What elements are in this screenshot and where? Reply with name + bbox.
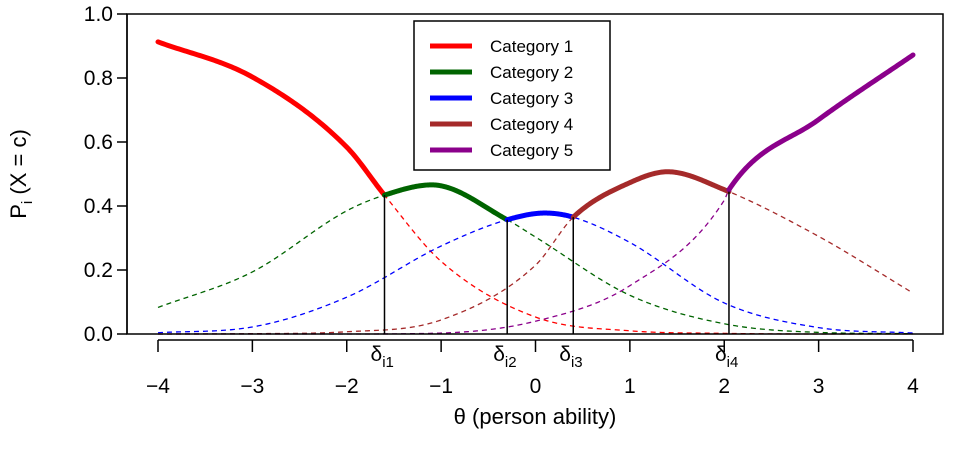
y-axis: 0.0 0.2 0.4 0.6 0.8 1.0 [84, 3, 128, 346]
y-tick-label: 0.0 [84, 323, 113, 346]
legend-label: Category 5 [490, 141, 573, 160]
threshold-label: δi2 [493, 343, 516, 371]
threshold-symbol: δ [715, 343, 727, 366]
x-tick-label: 3 [813, 375, 825, 398]
x-axis: −4 −3 −2 −1 0 1 2 3 4 [146, 339, 919, 398]
threshold-subscript: i1 [382, 354, 394, 371]
y-axis-label-main: P [6, 204, 31, 219]
y-axis-label: Pi (X = c) [6, 129, 36, 219]
dashed-curve-category-3 [157, 212, 914, 334]
x-tick-label: −1 [429, 375, 453, 398]
threshold-label: δi3 [559, 343, 582, 371]
y-axis-label-rest: (X = c) [6, 129, 31, 201]
dashed-curve-category-2 [157, 184, 914, 335]
y-tick-label: 0.8 [84, 67, 113, 90]
x-tick-label: 0 [530, 375, 542, 398]
x-tick-label: −3 [240, 375, 264, 398]
x-tick-label: 4 [907, 375, 919, 398]
x-tick-label: −2 [335, 375, 359, 398]
threshold-symbol: δ [371, 343, 383, 366]
legend-label: Category 4 [490, 115, 573, 134]
threshold-label: δi1 [371, 343, 394, 371]
threshold-symbol: δ [493, 343, 505, 366]
dashed-curve-category-4 [157, 171, 914, 335]
bold-curve-category-3 [504, 210, 576, 223]
threshold-label: δi4 [715, 343, 738, 371]
dashed-curve-category-5 [158, 54, 914, 335]
y-axis-label-sub: i [19, 201, 36, 204]
threshold-subscript: i4 [727, 354, 739, 371]
bold-curve-category-5 [726, 52, 916, 193]
legend-label: Category 2 [490, 63, 573, 82]
bold-curve-category-4 [570, 169, 732, 220]
y-tick-label: 0.2 [84, 259, 113, 282]
legend-label: Category 3 [490, 89, 573, 108]
legend-label: Category 1 [490, 37, 573, 56]
x-tick-label: 2 [718, 375, 730, 398]
threshold-subscript: i2 [505, 354, 517, 371]
x-axis-label: θ (person ability) [454, 404, 617, 429]
y-tick-label: 0.6 [84, 131, 113, 154]
x-tick-label: −4 [146, 375, 170, 398]
legend: Category 1 Category 2 Category 3 Category 4… [413, 20, 611, 171]
threshold-lines: δi1 δi2 δi3 δi4 [371, 191, 738, 371]
bold-curve-category-2 [382, 182, 510, 223]
bold-curve-category-1 [155, 39, 387, 198]
threshold-subscript: i3 [571, 354, 583, 371]
y-tick-label: 0.4 [84, 195, 114, 218]
threshold-symbol: δ [559, 343, 571, 366]
y-tick-label: 1.0 [84, 3, 113, 26]
x-tick-label: 1 [624, 375, 636, 398]
